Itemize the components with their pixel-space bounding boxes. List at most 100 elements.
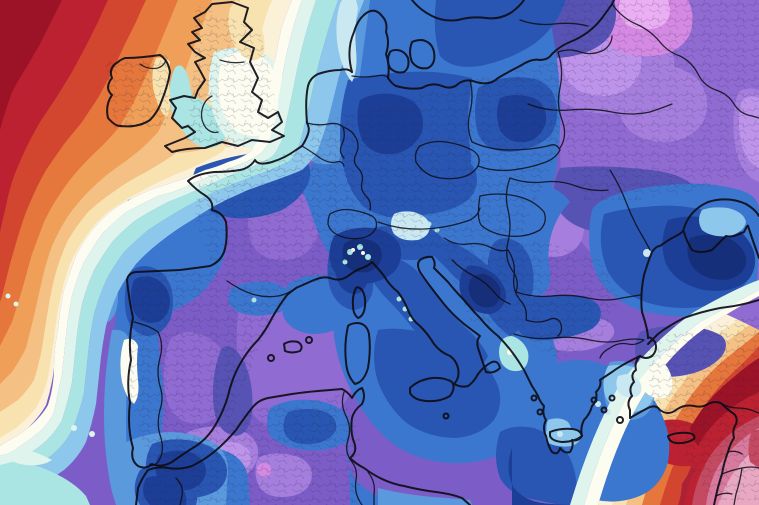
texture-ireland	[105, 55, 170, 130]
border-denmark-germany	[351, 74, 389, 79]
sw-streak-palecyan	[2, 446, 52, 466]
border-baltics	[519, 19, 613, 55]
azores-dot	[13, 301, 19, 307]
africa-coastline	[135, 387, 471, 505]
border-greece-turkey	[599, 339, 645, 359]
aegean-island-dot	[600, 406, 608, 414]
marmara-outline	[639, 336, 657, 359]
west-jutland-iceblue	[336, 0, 358, 82]
admin-texture-layer	[105, 0, 759, 505]
menorca-outline	[305, 336, 313, 344]
mallorca-outline	[283, 340, 303, 354]
ionian-island-dot	[536, 408, 544, 416]
libya-bottom-strip	[378, 488, 472, 505]
border-levant-inner	[715, 450, 759, 505]
corsica-outline	[351, 286, 367, 319]
texture-east-europe	[560, 0, 759, 200]
border-poland-east	[557, 51, 566, 149]
ibiza-outline	[267, 354, 275, 362]
border-tunisia-libya	[367, 471, 376, 505]
band-lightcyan-front	[0, 0, 338, 476]
aegean-island-dot	[616, 416, 624, 424]
funen-outline	[387, 49, 410, 74]
border-czechia	[414, 140, 480, 180]
aegean-island-dot	[590, 396, 598, 404]
turkey-north-coastline	[647, 299, 759, 345]
texture-anatolia	[648, 315, 759, 500]
aegean-island-dot	[608, 394, 616, 402]
texture-balkans	[440, 240, 620, 360]
adriatic-balkan-coastline	[433, 267, 641, 455]
texture-britain	[185, 5, 280, 150]
crete-outline	[549, 427, 583, 443]
border-netherlands-germany	[306, 122, 372, 211]
crimson-sliver	[680, 460, 700, 505]
inner-border-layer	[133, 3, 759, 505]
texture-central-europe	[310, 60, 560, 250]
south-ionian-navy	[508, 448, 570, 505]
border-slovakia	[477, 149, 561, 172]
border-ukraine-romania-moldova	[509, 169, 651, 251]
baltic-sea-core	[434, 0, 566, 67]
sweden-coastline	[411, 0, 525, 22]
texture-north-africa	[140, 395, 360, 505]
border-france-belgium	[301, 145, 345, 167]
cyclades-dot	[595, 401, 601, 407]
jutland-coastline	[348, 9, 397, 87]
great-britain-coastline	[164, 1, 285, 153]
south-crete-sea	[496, 426, 577, 505]
band-palecyan-levant	[570, 280, 759, 505]
border-switzerland	[327, 208, 378, 240]
border-belarus-russia	[611, 3, 759, 119]
border-turkey-syria	[721, 403, 759, 414]
cyprus-outline	[667, 431, 696, 445]
color-layer-palecyan-levant	[570, 280, 759, 505]
border-wales	[200, 95, 219, 134]
wturkey-iceblue-spot	[616, 374, 642, 398]
azores-dot	[5, 293, 11, 299]
lowcountries-coastline	[301, 68, 353, 147]
border-serbia-macedonia	[507, 249, 563, 337]
alps-speckle	[365, 254, 371, 260]
border-belarus-ukraine	[527, 103, 673, 115]
border-croatia-bosnia	[443, 237, 511, 305]
color-layer-maroon-west	[0, 0, 62, 130]
blacksea-west-north-coastline	[640, 198, 759, 339]
ionian-island-dot	[530, 394, 538, 402]
ireland-coastline	[106, 54, 171, 128]
madeira-dot	[71, 425, 77, 431]
band-white-levant	[584, 290, 759, 505]
border-portugal-spain	[133, 321, 164, 467]
color-layer-crimson-se	[680, 460, 700, 505]
border-morocco-algeria	[175, 477, 184, 505]
italy-coastline	[371, 255, 501, 388]
border-bulgaria-south	[513, 333, 645, 343]
malta-outline	[442, 412, 450, 420]
sw-corner-lightcyan	[0, 460, 90, 505]
aegean-turkey-west-coastline	[627, 355, 641, 419]
border-pyrenees	[226, 280, 297, 298]
east-blacksea-inner	[687, 234, 747, 280]
border-northern-ireland	[139, 59, 167, 70]
azov-lightblue	[699, 207, 746, 237]
central-med-core	[374, 328, 501, 438]
danube-delta-spot	[643, 249, 651, 257]
border-germany-poland	[467, 79, 561, 151]
baltic-south-coastline	[395, 0, 615, 90]
madeira-dot	[89, 431, 95, 437]
sicily-outline	[409, 376, 455, 403]
border-scotland-england	[219, 59, 245, 64]
zealand-outline	[409, 39, 436, 70]
band-lightblue-front	[0, 0, 364, 501]
border-algeria-tunisia	[341, 391, 363, 505]
sardinia-outline	[344, 322, 371, 385]
border-hungary	[477, 193, 546, 238]
crete-iceblue-dot	[557, 431, 563, 437]
band-maroon-atlantic	[0, 0, 62, 130]
texture-iberia	[128, 268, 290, 465]
alps-white-dot	[361, 251, 365, 255]
border-austria	[377, 207, 481, 230]
apennine-speckle	[396, 296, 402, 302]
